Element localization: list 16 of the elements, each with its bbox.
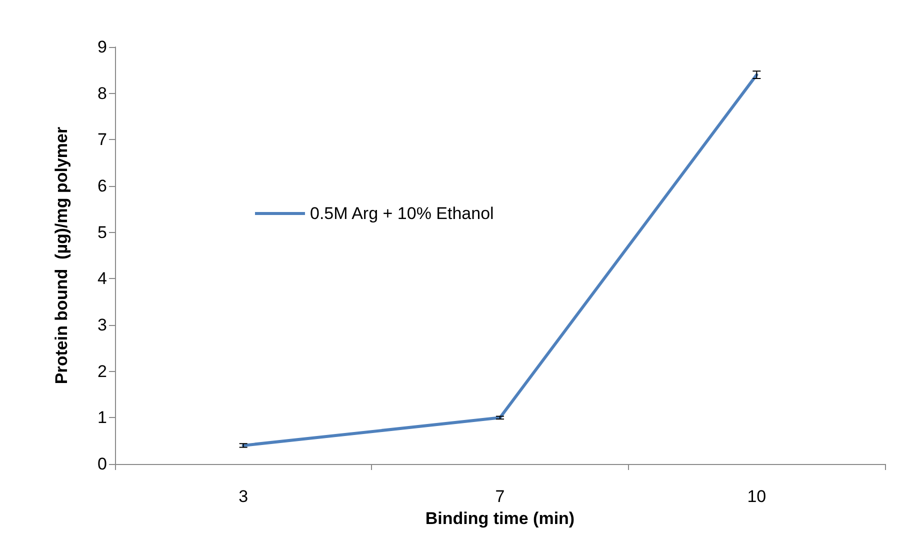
y-tick-label: 3: [98, 316, 107, 334]
y-tick-label: 9: [98, 38, 107, 56]
y-tick-label: 7: [98, 130, 107, 150]
y-tick-label: 8: [98, 84, 107, 103]
legend-label: 0.5M Arg + 10% Ethanol: [310, 204, 494, 223]
y-tick-label: 6: [98, 176, 107, 196]
y-tick-label: 2: [98, 362, 107, 381]
y-tick-label: 0: [98, 454, 107, 474]
x-axis-title: Binding time (min): [425, 508, 575, 528]
x-tick-label: 3: [238, 487, 248, 506]
x-tick-label: 7: [495, 487, 505, 506]
x-tick-label: 10: [747, 487, 766, 506]
y-tick-label: 1: [98, 408, 107, 428]
y-tick-label: 5: [98, 222, 107, 242]
y-axis-title: Protein bound (µg)/mg polymer: [52, 126, 71, 384]
y-tick-label: 4: [98, 269, 107, 288]
